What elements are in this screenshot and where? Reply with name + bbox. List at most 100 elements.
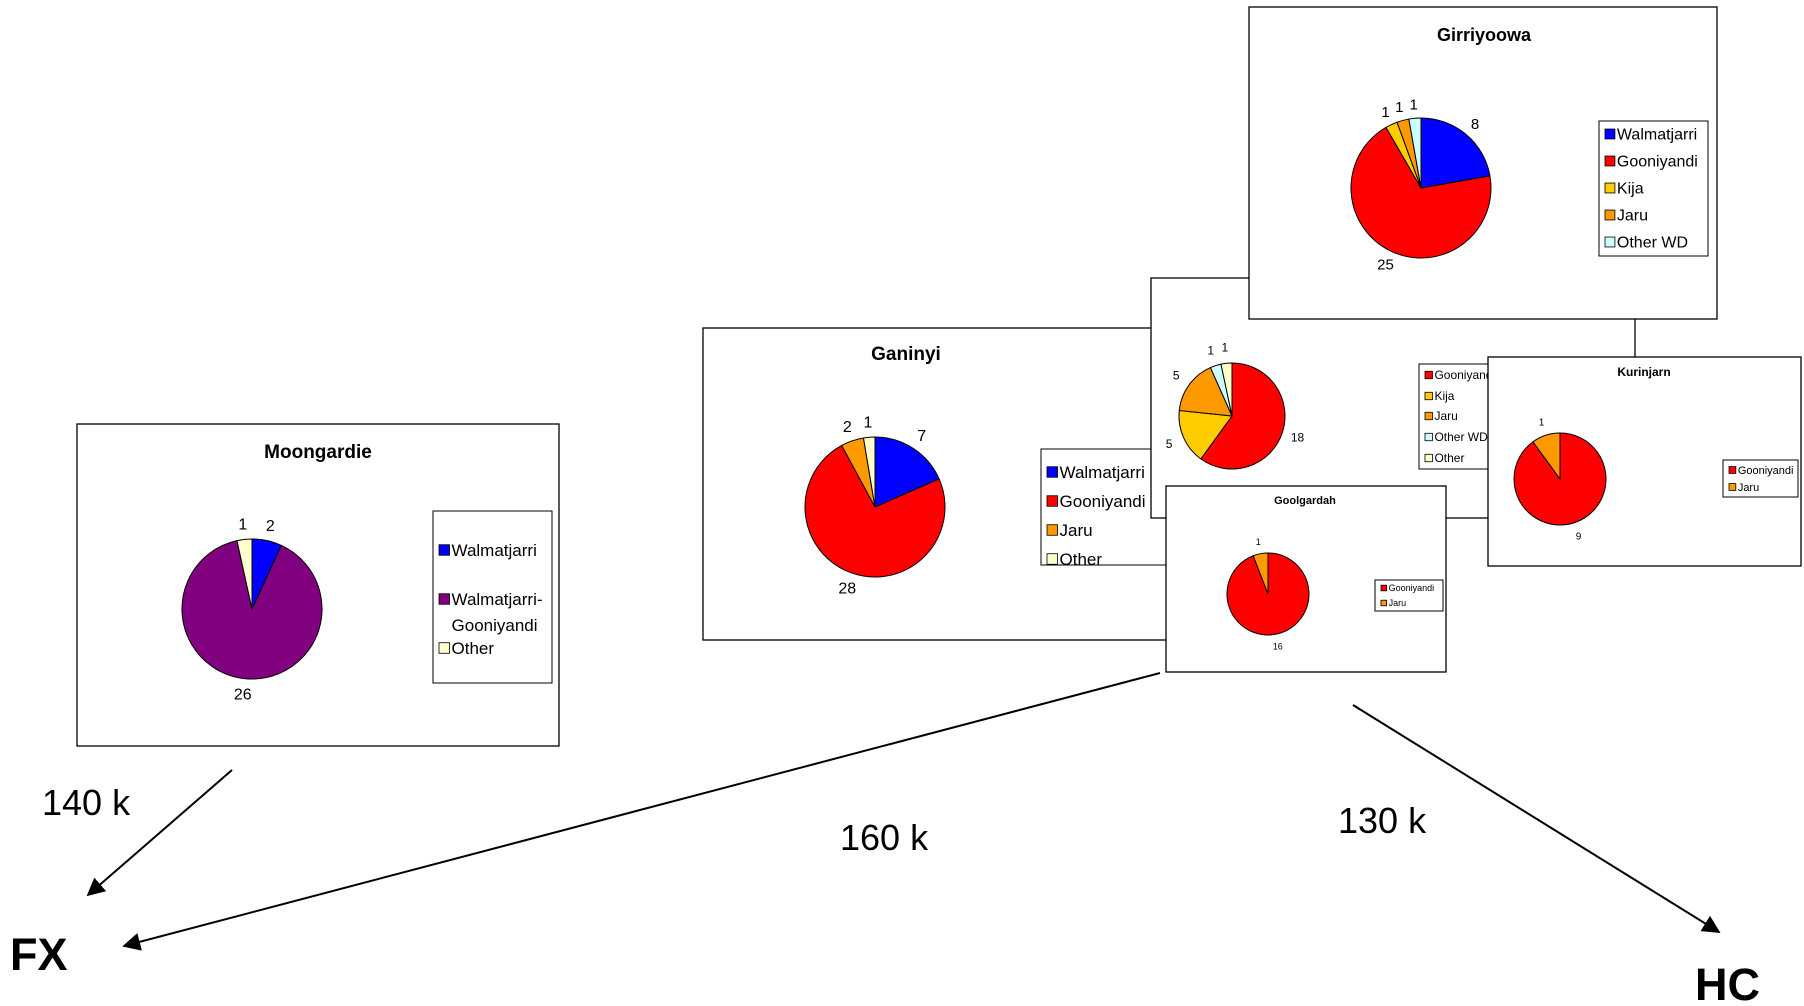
legend-entry-goolgardah-0: Gooniyandi bbox=[1389, 583, 1435, 593]
legend-swatch-moongardie-0 bbox=[438, 544, 450, 556]
pie-slice-moongardie-2 bbox=[236, 538, 253, 610]
pie-data-label-untitled-middle-3: 1 bbox=[1207, 344, 1214, 358]
pie-data-label-untitled-middle-1: 5 bbox=[1166, 437, 1173, 451]
legend-entry-ganinyi-2: Jaru bbox=[1060, 521, 1093, 540]
pie-data-label-untitled-middle-4: 1 bbox=[1221, 341, 1228, 355]
pie-slice-girriyoowa-0 bbox=[1420, 117, 1491, 189]
pie-slice-untitled-middle-0 bbox=[1200, 362, 1286, 470]
legend-swatch-moongardie-1 bbox=[438, 593, 450, 605]
legend-entry-moongardie-2: Gooniyandi bbox=[452, 616, 538, 635]
pie-slice-girriyoowa-4 bbox=[1408, 117, 1422, 189]
pie-slice-girriyoowa-1 bbox=[1350, 126, 1492, 259]
pie-slice-untitled-middle-2 bbox=[1178, 366, 1233, 417]
legend-entry-girriyoowa-3: Jaru bbox=[1617, 208, 1648, 225]
legend-entry-girriyoowa-2: Kija bbox=[1617, 181, 1644, 198]
chart-goolgardah: Goolgardah 16 1 Gooniyandi Jaru bbox=[1165, 485, 1447, 673]
legend-swatch-moongardie-3 bbox=[438, 642, 450, 654]
pie-slice-ganinyi-1 bbox=[804, 444, 946, 578]
legend-entry-untitled-middle-2: Jaru bbox=[1434, 409, 1457, 423]
legend-entry-kurinjarn-1: Jaru bbox=[1738, 482, 1759, 494]
legend-swatch-girriyoowa-0 bbox=[1604, 128, 1616, 140]
pie-data-label-girriyoowa-0: 8 bbox=[1471, 116, 1479, 133]
arrows bbox=[86, 672, 1721, 951]
pie-slice-moongardie-1 bbox=[181, 540, 323, 680]
legend-entry-moongardie-1: Walmatjarri- bbox=[452, 590, 543, 609]
pie-data-label-ganinyi-2: 2 bbox=[843, 419, 852, 436]
endpoint-fx: FX bbox=[10, 929, 68, 980]
pie-data-label-untitled-middle-2: 5 bbox=[1173, 369, 1180, 383]
legend-swatch-girriyoowa-4 bbox=[1604, 236, 1616, 248]
pie-data-label-girriyoowa-2: 1 bbox=[1381, 104, 1389, 121]
legend-swatch-untitled-middle-4 bbox=[1424, 453, 1433, 463]
legend-entry-untitled-middle-0: Gooniyandi bbox=[1434, 368, 1495, 382]
legend-swatch-untitled-middle-1 bbox=[1424, 391, 1433, 401]
legend-entry-moongardie-3: Other bbox=[452, 639, 495, 658]
legend-swatch-untitled-middle-0 bbox=[1424, 370, 1433, 380]
pie-data-label-moongardie-1: 26 bbox=[234, 686, 252, 703]
pie-data-label-moongardie-2: 1 bbox=[238, 517, 247, 534]
legend-entry-ganinyi-1: Gooniyandi bbox=[1060, 492, 1146, 511]
chart-title-girriyoowa: Girriyoowa bbox=[1437, 25, 1532, 45]
pie-slice-untitled-middle-1 bbox=[1178, 409, 1233, 460]
legend-box-kurinjarn bbox=[1722, 459, 1799, 498]
legend-swatch-untitled-middle-2 bbox=[1424, 411, 1433, 421]
pie-data-label-ganinyi-1: 28 bbox=[838, 580, 856, 597]
pie-slice-kurinjarn-1 bbox=[1532, 432, 1561, 481]
arrow-moongardie-to-fx bbox=[86, 769, 233, 897]
pie-data-label-kurinjarn-1: 1 bbox=[1539, 418, 1545, 429]
legend-swatch-ganinyi-2 bbox=[1046, 524, 1058, 536]
legend-swatch-girriyoowa-1 bbox=[1604, 155, 1616, 167]
legend-box-moongardie bbox=[432, 510, 553, 684]
legend-entry-untitled-middle-1: Kija bbox=[1434, 389, 1454, 403]
legend-entry-ganinyi-0: Walmatjarri bbox=[1060, 463, 1145, 482]
legend-entry-untitled-middle-4: Other bbox=[1434, 451, 1464, 465]
legend-swatch-untitled-middle-3 bbox=[1424, 432, 1433, 442]
pie-data-label-moongardie-0: 2 bbox=[266, 518, 275, 535]
legend-swatch-girriyoowa-3 bbox=[1604, 209, 1616, 221]
legend-entry-goolgardah-1: Jaru bbox=[1389, 598, 1407, 608]
pie-slice-untitled-middle-4 bbox=[1220, 362, 1233, 417]
arrow-goolgardah-to-hc bbox=[1352, 704, 1721, 933]
pie-data-label-untitled-middle-0: 18 bbox=[1291, 430, 1305, 444]
chart-title-goolgardah: Goolgardah bbox=[1274, 495, 1336, 507]
legend-swatch-ganinyi-1 bbox=[1046, 495, 1058, 507]
pie-data-label-girriyoowa-1: 25 bbox=[1377, 256, 1394, 273]
legend-entry-moongardie-0: Walmatjarri bbox=[452, 541, 537, 560]
legend-entry-girriyoowa-1: Gooniyandi bbox=[1617, 154, 1698, 171]
legend-box-girriyoowa bbox=[1598, 120, 1709, 257]
pie-data-label-goolgardah-0: 16 bbox=[1273, 642, 1283, 652]
legend-swatch-ganinyi-3 bbox=[1046, 553, 1058, 565]
pie-data-label-ganinyi-3: 1 bbox=[863, 414, 872, 431]
distance-label-hc: 130 k bbox=[1338, 800, 1427, 841]
legend-entry-kurinjarn-0: Gooniyandi bbox=[1738, 465, 1794, 477]
legend-swatch-goolgardah-0 bbox=[1380, 584, 1387, 592]
chart-moongardie: Moongardie 2 26 1 Walmatjarri Walmatjarri- Goo… bbox=[76, 423, 560, 747]
distance-label-fx: 140 k bbox=[42, 782, 131, 823]
chart-title-ganinyi: Ganinyi bbox=[871, 344, 941, 365]
legend-swatch-goolgardah-1 bbox=[1380, 599, 1387, 607]
legend-box-ganinyi bbox=[1040, 448, 1167, 566]
legend-entry-girriyoowa-4: Other WD bbox=[1617, 235, 1688, 252]
legend-swatch-kurinjarn-0 bbox=[1728, 466, 1737, 474]
legend-swatch-kurinjarn-1 bbox=[1728, 483, 1737, 491]
pie-data-label-girriyoowa-4: 1 bbox=[1410, 97, 1418, 114]
legend-entry-untitled-middle-3: Other WD bbox=[1434, 430, 1488, 444]
pie-data-label-girriyoowa-3: 1 bbox=[1395, 99, 1403, 116]
pie-data-label-kurinjarn-0: 9 bbox=[1576, 531, 1582, 542]
legend-swatch-ganinyi-0 bbox=[1046, 466, 1058, 478]
distance-label-middle: 160 k bbox=[840, 817, 929, 858]
pie-slice-ganinyi-3 bbox=[862, 436, 876, 508]
endpoint-hc: HC bbox=[1695, 959, 1760, 1006]
legend-entry-ganinyi-3: Other bbox=[1060, 550, 1103, 569]
chart-title-moongardie: Moongardie bbox=[264, 442, 372, 463]
pie-data-label-ganinyi-0: 7 bbox=[917, 428, 926, 445]
arrow-goolgardah-to-fx bbox=[122, 672, 1161, 951]
legend-entry-girriyoowa-0: Walmatjarri bbox=[1617, 127, 1697, 144]
chart-panels: Moongardie 2 26 1 Walmatjarri Walmatjarri- Goo… bbox=[76, 6, 1802, 747]
chart-kurinjarn: Kurinjarn 9 1 Gooniyandi Jaru bbox=[1487, 356, 1802, 567]
legend-swatch-girriyoowa-2 bbox=[1604, 182, 1616, 194]
chart-ganinyi: Ganinyi 7 28 2 1 Walmatjarri Gooniyandi Jaru Oth… bbox=[702, 327, 1209, 641]
chart-title-kurinjarn: Kurinjarn bbox=[1617, 365, 1670, 379]
